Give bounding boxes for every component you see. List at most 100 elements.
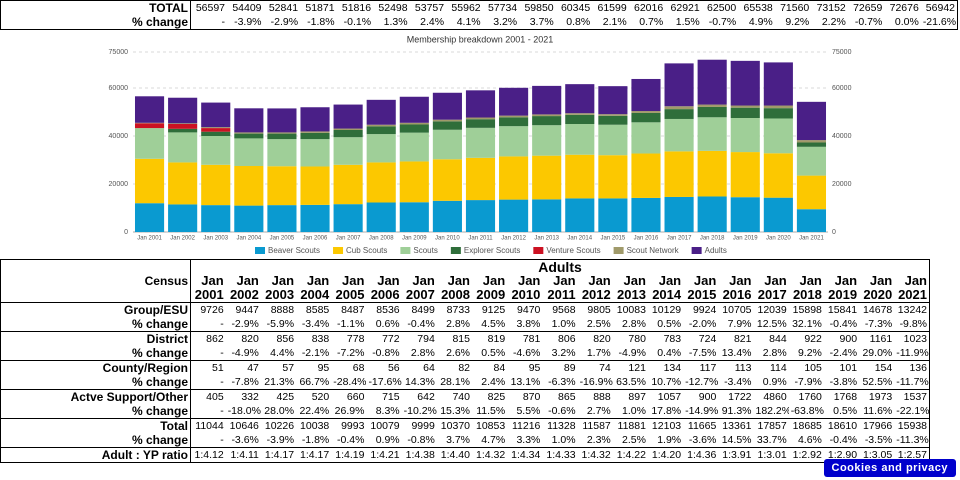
y2-tick-label: 60000 xyxy=(832,85,852,92)
bar-segment xyxy=(234,108,264,133)
bar-segment xyxy=(697,106,727,118)
row: % change - -2.9% -5.9% -3.4% -1.1% 0.6% -0.4% 2.… xyxy=(0,317,930,332)
bar-segment xyxy=(565,198,595,232)
column-header: Jan 2015 xyxy=(687,274,717,302)
cell: 11328 xyxy=(547,420,576,432)
cell: 870 xyxy=(522,391,541,403)
cell: 2.8% xyxy=(446,318,470,330)
cell: 888 xyxy=(593,391,611,403)
bar-segment xyxy=(300,139,330,167)
cell: 55962 xyxy=(451,2,481,14)
cell: -2.0% xyxy=(688,318,717,330)
cell: 819 xyxy=(487,333,506,345)
cell: -11.9% xyxy=(896,347,929,359)
cell: -18.0% xyxy=(227,405,261,417)
bar-segment xyxy=(267,133,297,140)
bar-segment xyxy=(300,107,330,132)
bar-segment xyxy=(499,117,529,127)
bar-segment xyxy=(730,107,760,118)
row: % change - -3.9% -2.9% -1.8% -0.1% 1.3% 2.4% 4.1… xyxy=(0,15,958,30)
cell: 1:4.12 xyxy=(194,449,224,461)
cell: 2.8% xyxy=(762,347,787,359)
cell: 54409 xyxy=(232,2,262,14)
cell: 0.5% xyxy=(657,318,682,330)
bar-segment xyxy=(300,132,330,140)
cell: 57 xyxy=(282,362,295,374)
y-tick-label: 60000 xyxy=(109,85,129,92)
bar-segment xyxy=(631,78,661,112)
x-tick-label: Jan 2007 xyxy=(336,236,361,242)
cell: 154 xyxy=(874,362,893,374)
cell: 15.3% xyxy=(440,405,470,417)
bar-segment xyxy=(432,129,462,160)
cell: 52498 xyxy=(378,2,408,14)
row-label: Total xyxy=(0,418,191,433)
cell: 794 xyxy=(417,333,435,345)
cell: 65538 xyxy=(743,2,773,14)
bar-segment xyxy=(730,152,760,198)
cell: 18685 xyxy=(792,420,822,432)
cell: 0.9% xyxy=(762,376,787,388)
cell: - xyxy=(221,16,226,28)
cell: 0.5% xyxy=(481,347,506,359)
cookie-button[interactable]: Cookies and privacy xyxy=(823,459,956,477)
bar-segment xyxy=(730,197,760,232)
column-header: Jan 2004 xyxy=(300,274,330,302)
bar-segment xyxy=(565,154,595,199)
y-tick-label: 20000 xyxy=(109,181,129,188)
cell: 9805 xyxy=(587,304,611,316)
cell: 15938 xyxy=(897,420,927,432)
bar-segment xyxy=(631,122,661,154)
row-label: % change xyxy=(0,375,191,390)
cell: 9.2% xyxy=(785,16,810,28)
legend-swatch xyxy=(613,247,624,254)
cell: 3.7% xyxy=(529,16,554,28)
legend-label: Explorer Scouts xyxy=(464,246,520,255)
x-tick-label: Jan 2012 xyxy=(501,236,526,242)
bar-segment xyxy=(465,157,496,201)
cell: 405 xyxy=(206,391,224,403)
bar-segment xyxy=(796,142,827,147)
cell: 8585 xyxy=(305,304,330,316)
cell: 2.4% xyxy=(420,16,445,28)
bar-segment xyxy=(399,202,429,232)
bar-segment xyxy=(697,117,727,151)
cell: 1:4.32 xyxy=(475,449,506,461)
cell: 15898 xyxy=(792,304,822,316)
cell: 9447 xyxy=(235,304,259,316)
cell: 11665 xyxy=(687,420,717,432)
y-tick-label: 0 xyxy=(124,229,128,236)
column-header: Jan 2003 xyxy=(265,274,295,302)
cell: 7.9% xyxy=(727,318,752,330)
cell: 113 xyxy=(734,362,752,374)
cell: -9.8% xyxy=(899,318,927,330)
cell: 3.2% xyxy=(493,16,518,28)
cell: 9125 xyxy=(481,304,506,316)
cell: 14.5% xyxy=(721,434,752,446)
bar-segment xyxy=(168,128,198,133)
cell: 1057 xyxy=(657,391,682,403)
column-header: Jan 2014 xyxy=(652,274,682,302)
cell: 2.1% xyxy=(602,16,627,28)
cell: 9999 xyxy=(411,420,435,432)
row: Group/ESU 9726 9447 8888 8585 8487 8536 8499 873… xyxy=(0,302,930,317)
bar-segment xyxy=(697,104,727,107)
row-group: County/Region 51 47 57 95 68 56 64 82 84 95 89 74 121… xyxy=(0,360,930,390)
cell: 11044 xyxy=(195,420,224,432)
bar-segment xyxy=(366,126,396,135)
cell: -63.8% xyxy=(790,405,824,417)
bar-segment xyxy=(333,164,363,205)
cell: 11587 xyxy=(582,420,611,432)
row-label: Group/ESU xyxy=(0,302,191,317)
x-tick-label: Jan 2001 xyxy=(137,236,162,242)
cell: - xyxy=(220,376,224,388)
bar-segment xyxy=(168,162,198,205)
cell: 1537 xyxy=(903,391,927,403)
column-header: Jan 2016 xyxy=(722,274,752,302)
bar-segment xyxy=(631,197,661,232)
cell: -7.2% xyxy=(337,347,365,359)
bar-segment xyxy=(565,124,595,155)
cell: -3.6% xyxy=(231,434,259,446)
cell: 72659 xyxy=(853,2,883,14)
